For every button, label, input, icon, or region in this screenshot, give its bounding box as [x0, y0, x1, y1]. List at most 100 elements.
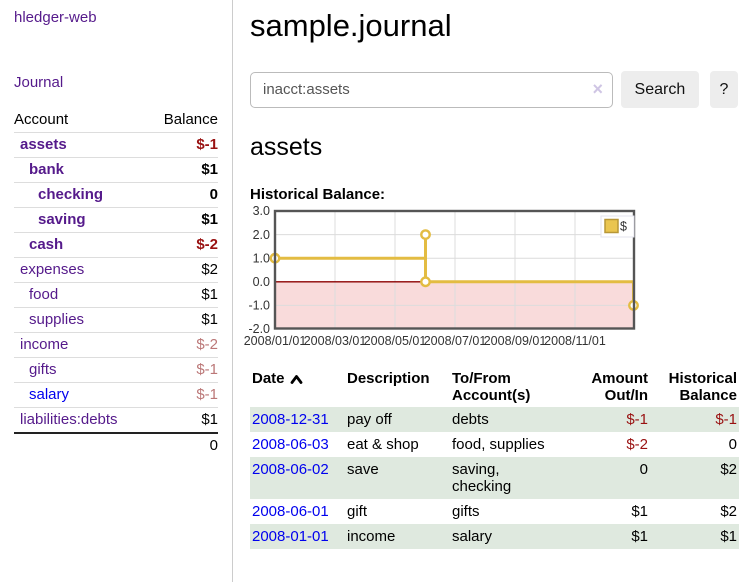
transaction-description: income — [347, 528, 396, 545]
account-link-gifts[interactable]: gifts — [29, 361, 57, 378]
sort-ascending-icon — [290, 371, 303, 388]
account-link-food[interactable]: food — [29, 286, 59, 303]
account-row-saving: saving $1 — [14, 207, 218, 233]
account-row-assets: assets $-1 — [14, 132, 218, 158]
svg-text:2008/01/01: 2008/01/01 — [244, 334, 307, 348]
transaction-date-link[interactable]: 2008-06-02 — [252, 461, 329, 478]
transaction-account: gifts — [452, 503, 480, 520]
account-balance: $-2 — [196, 236, 218, 253]
svg-text:0.0: 0.0 — [253, 275, 270, 289]
transaction-balance: 0 — [728, 436, 737, 453]
accounts-header-account: Account — [14, 111, 69, 128]
sidebar: hledger-web Journal Account Balance asse… — [0, 0, 233, 582]
account-heading: assets — [250, 133, 323, 161]
transaction-date-link[interactable]: 2008-01-01 — [252, 528, 329, 545]
legend-swatch-icon — [604, 218, 619, 234]
svg-text:-2.0: -2.0 — [248, 322, 270, 336]
account-balance: $1 — [201, 211, 218, 228]
accounts-total-row: 0 — [14, 433, 218, 458]
chart-title: Historical Balance: — [250, 186, 386, 203]
transaction-date-link[interactable]: 2008-06-01 — [252, 503, 329, 520]
column-header-balance: Historical Balance — [668, 370, 737, 404]
account-balance: $-1 — [196, 386, 218, 403]
chart-x-axis-labels: 2008/01/01 2008/03/01 2008/05/01 2008/07… — [244, 334, 606, 348]
account-row-salary: salary $-1 — [14, 382, 218, 408]
transaction-amount: $1 — [631, 528, 648, 545]
chart-frame — [273, 209, 636, 330]
accounts-header-balance: Balance — [163, 111, 218, 128]
accounts-total-value: 0 — [209, 437, 218, 454]
main-content: sample.journal × Search ? assets Histori… — [233, 0, 742, 582]
account-link-income[interactable]: income — [20, 336, 69, 353]
transaction-row: 2008-06-01 gift gifts $1 $2 — [250, 499, 739, 524]
sidebar-item-journal[interactable]: Journal — [14, 74, 64, 91]
column-header-description: Description — [347, 370, 430, 387]
account-link-assets[interactable]: assets — [20, 136, 67, 153]
transaction-balance: $2 — [720, 503, 737, 520]
transaction-account: saving, checking — [452, 461, 512, 495]
transaction-balance: $-1 — [715, 411, 737, 428]
page-title: sample.journal — [250, 8, 452, 43]
account-row-expenses: expenses $2 — [14, 257, 218, 283]
app-brand-link[interactable]: hledger-web — [14, 9, 97, 26]
svg-text:2008/05/01: 2008/05/01 — [364, 334, 427, 348]
transaction-date-link[interactable]: 2008-12-31 — [252, 411, 329, 428]
account-link-salary[interactable]: salary — [29, 386, 70, 403]
column-header-account: To/From Account(s) — [452, 370, 531, 404]
account-row-checking: checking 0 — [14, 182, 218, 208]
account-link-saving[interactable]: saving — [38, 211, 86, 228]
account-row-liabilities-debts: liabilities:debts $1 — [14, 407, 218, 434]
svg-text:1.0: 1.0 — [253, 251, 270, 265]
account-row-cash: cash $-2 — [14, 232, 218, 258]
account-balance: $-1 — [196, 361, 218, 378]
transaction-row: 2008-06-02 save saving, checking 0 $2 — [250, 457, 739, 499]
historical-balance-chart: $ 3.0 2.0 1.0 0.0 -1.0 -2.0 2008/01/01 2… — [244, 206, 639, 348]
help-button[interactable]: ? — [709, 71, 738, 108]
search-input[interactable] — [250, 71, 613, 108]
transaction-row: 2008-12-31 pay off debts $-1 $-1 — [250, 407, 739, 432]
account-row-supplies: supplies $1 — [14, 307, 218, 333]
transaction-amount: 0 — [639, 461, 648, 478]
account-row-bank: bank $1 — [14, 157, 218, 183]
chart-legend: $ — [600, 215, 635, 238]
account-balance: $1 — [201, 311, 218, 328]
search-form: × Search ? — [250, 71, 738, 108]
transaction-amount: $-1 — [626, 411, 648, 428]
account-link-expenses[interactable]: expenses — [20, 261, 85, 278]
account-row-income: income $-2 — [14, 332, 218, 358]
transaction-row: 2008-06-03 eat & shop food, supplies $-2… — [250, 432, 739, 457]
transaction-account: debts — [452, 411, 489, 428]
clear-search-icon[interactable]: × — [592, 78, 603, 99]
account-link-cash[interactable]: cash — [29, 236, 64, 253]
transaction-description: gift — [347, 503, 368, 520]
account-link-bank[interactable]: bank — [29, 161, 65, 178]
svg-text:2008/03/01: 2008/03/01 — [304, 334, 367, 348]
account-link-liabilities-debts[interactable]: liabilities:debts — [20, 411, 118, 428]
account-balance: 0 — [209, 186, 218, 203]
transaction-balance: $2 — [720, 461, 737, 478]
accounts-table: Account Balance assets $-1 bank $1 check… — [14, 108, 218, 458]
accounts-table-header: Account Balance — [14, 108, 218, 133]
transaction-account: salary — [452, 528, 493, 545]
column-header-date[interactable]: Date — [250, 367, 345, 407]
account-row-food: food $1 — [14, 282, 218, 308]
transaction-row: 2008-01-01 income salary $1 $1 — [250, 524, 739, 549]
account-balance: $1 — [201, 161, 218, 178]
svg-text:2008/09/01: 2008/09/01 — [484, 334, 547, 348]
search-button[interactable]: Search — [621, 71, 699, 108]
legend-label: $ — [620, 220, 627, 234]
account-balance: $1 — [201, 411, 218, 428]
svg-text:2.0: 2.0 — [253, 228, 270, 242]
account-balance: $2 — [201, 261, 218, 278]
svg-text:2008/07/01: 2008/07/01 — [424, 334, 487, 348]
transaction-balance: $1 — [720, 528, 737, 545]
account-link-supplies[interactable]: supplies — [29, 311, 85, 328]
chart-y-axis-labels: 3.0 2.0 1.0 0.0 -1.0 -2.0 — [248, 206, 270, 336]
transaction-amount: $-2 — [626, 436, 648, 453]
account-link-checking[interactable]: checking — [38, 186, 104, 203]
transaction-amount: $1 — [631, 503, 648, 520]
account-balance: $-1 — [196, 136, 218, 153]
transaction-description: pay off — [347, 411, 392, 428]
svg-text:2008/11/01: 2008/11/01 — [544, 334, 606, 348]
transaction-date-link[interactable]: 2008-06-03 — [252, 436, 329, 453]
